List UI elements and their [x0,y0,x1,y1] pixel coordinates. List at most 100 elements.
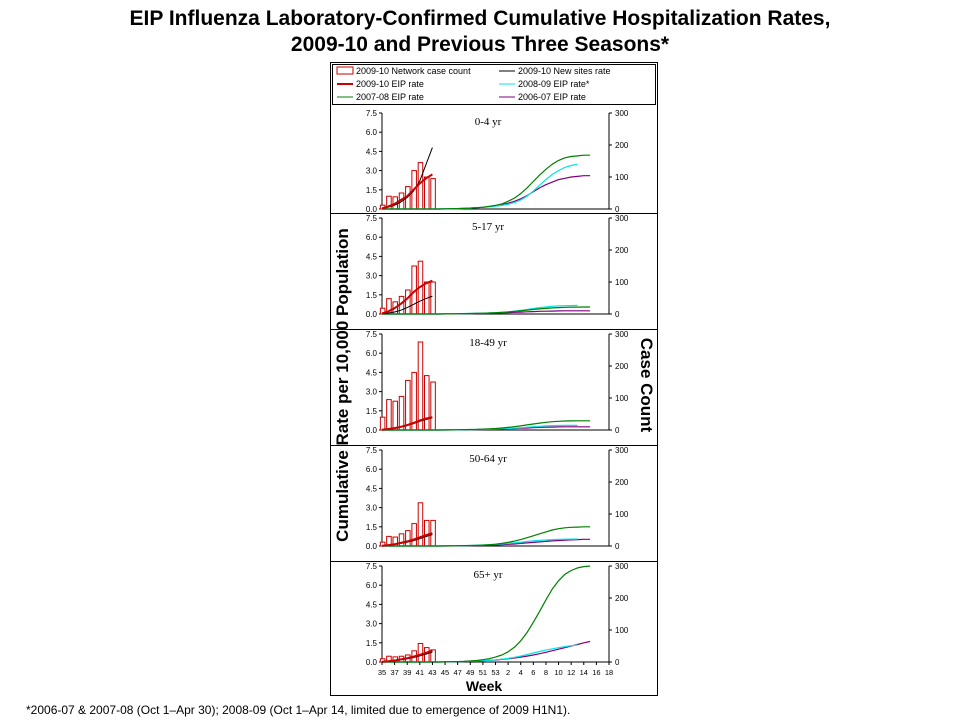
right-tick-label: 100 [615,510,629,519]
left-tick-label: 7.5 [366,214,378,223]
legend-label-new-sites: 2009-10 New sites rate [518,66,611,76]
left-tick-label: 4.5 [366,368,378,377]
line-2007-08-eip-rate [382,565,591,663]
x-tick-label: 2 [506,668,510,677]
panel-label: 0-4 yr [475,116,502,128]
bar-network-case-count [417,341,424,431]
left-tick-label: 0.0 [366,426,378,435]
line-2009-10-new-sites-rate [381,295,433,315]
left-tick-label: 1.5 [366,523,378,532]
x-tick-label: 35 [378,668,386,677]
x-tick-label: 4 [519,668,523,677]
x-tick-label: 53 [491,668,499,677]
line-2007-08-eip-rate [382,154,591,210]
right-tick-label: 200 [615,246,629,255]
left-tick-label: 1.5 [366,186,378,195]
line-2007-08-eip-rate [382,526,591,547]
line-2007-08-eip-rate [382,306,591,315]
x-tick-label: 43 [428,668,436,677]
bar-network-case-count [398,395,405,431]
line-2009-10-eip-rate [381,532,433,547]
panel-label: 18-49 yr [469,337,507,349]
x-tick-label: 47 [453,668,461,677]
left-tick-label: 0.0 [366,205,378,214]
right-tick-label: 300 [615,562,629,571]
right-tick-label: 300 [615,446,629,455]
panel-label: 65+ yr [473,569,502,581]
left-tick-label: 4.5 [366,147,378,156]
line-2009-10-eip-rate [381,416,433,431]
legend-label-network-bar: 2009-10 Network case count [356,66,471,76]
bar-network-case-count [417,162,424,210]
panel-label: 5-17 yr [472,221,504,233]
left-tick-label: 3.0 [366,504,378,513]
left-tick-label: 6.0 [366,581,378,590]
panel-0-4-yr: 0.0 1.5 3.0 4.5 6.0 7.5 0 100 200 300 0-4 yr [366,109,629,214]
right-tick-label: 0 [615,310,620,319]
bar-network-case-count [379,416,386,431]
bar-network-case-count [417,642,424,663]
right-tick-label: 200 [615,362,629,371]
right-tick-label: 0 [615,542,620,551]
x-tick-label: 37 [390,668,398,677]
left-tick-label: 0.0 [366,658,378,667]
legend-label-eip-2006-07: 2006-07 EIP rate [518,92,586,102]
bar-network-case-count [423,519,430,547]
bar-network-case-count [392,400,399,431]
left-tick-label: 7.5 [366,562,378,571]
x-tick-label: 10 [554,668,562,677]
legend-label-eip-2008-09: 2008-09 EIP rate* [518,79,590,89]
x-tick-label: 12 [567,668,575,677]
right-tick-label: 0 [615,426,620,435]
bar-network-case-count [398,533,405,547]
line-2009-10-eip-rate [381,649,433,663]
right-tick-label: 0 [615,205,620,214]
left-tick-label: 3.0 [366,388,378,397]
left-tick-label: 0.0 [366,310,378,319]
left-tick-label: 7.5 [366,330,378,339]
bar-network-case-count [430,281,436,315]
left-tick-label: 3.0 [366,272,378,281]
left-tick-label: 1.5 [366,639,378,648]
right-tick-label: 100 [615,278,629,287]
bar-network-case-count [386,399,392,431]
bar-network-case-count [411,523,417,547]
x-tick-label: 45 [441,668,449,677]
x-tick-label: 51 [479,668,487,677]
line-2008-09-eip-rate [382,644,578,663]
bar-network-case-count [405,530,411,547]
right-tick-label: 300 [615,330,629,339]
bar-network-case-count [405,289,411,315]
left-tick-label: 7.5 [366,109,378,118]
right-tick-label: 100 [615,394,629,403]
line-2008-09-eip-rate [382,163,578,210]
right-tick-label: 0 [615,658,620,667]
chart-title-line-1: EIP Influenza Laboratory-Confirmed Cumul… [129,7,831,30]
y-axis-label-left: Cumulative Rate per 10,000 Population [333,228,352,542]
x-axis-label: Week [466,678,503,694]
line-2007-08-eip-rate [382,420,591,431]
left-tick-label: 7.5 [366,446,378,455]
x-tick-label: 16 [592,668,600,677]
line-2009-10-eip-rate [381,279,433,315]
right-tick-label: 300 [615,109,629,118]
chart-frame [330,62,658,696]
legend-label-eip-2009-10: 2009-10 EIP rate [356,79,424,89]
left-tick-label: 6.0 [366,465,378,474]
left-tick-label: 1.5 [366,407,378,416]
left-tick-label: 6.0 [366,128,378,137]
x-tick-label: 8 [544,668,548,677]
chart-title: EIP Influenza Laboratory-Confirmed Cumul… [0,6,960,58]
panel-label: 50-64 yr [469,453,507,465]
right-tick-label: 200 [615,478,629,487]
chart-title-line-2: 2009-10 and Previous Three Seasons* [290,33,670,56]
x-tick-label: 39 [403,668,411,677]
panel-5-17-yr: 0.0 1.5 3.0 4.5 6.0 7.5 0 100 200 300 5-17 yr [331,213,657,319]
left-tick-label: 3.0 [366,620,378,629]
line-2009-10-eip-rate [381,173,433,210]
right-tick-label: 200 [615,594,629,603]
right-tick-label: 300 [615,214,629,223]
legend-label-eip-2007-08: 2007-08 EIP rate [356,92,424,102]
bar-network-case-count [423,176,430,210]
